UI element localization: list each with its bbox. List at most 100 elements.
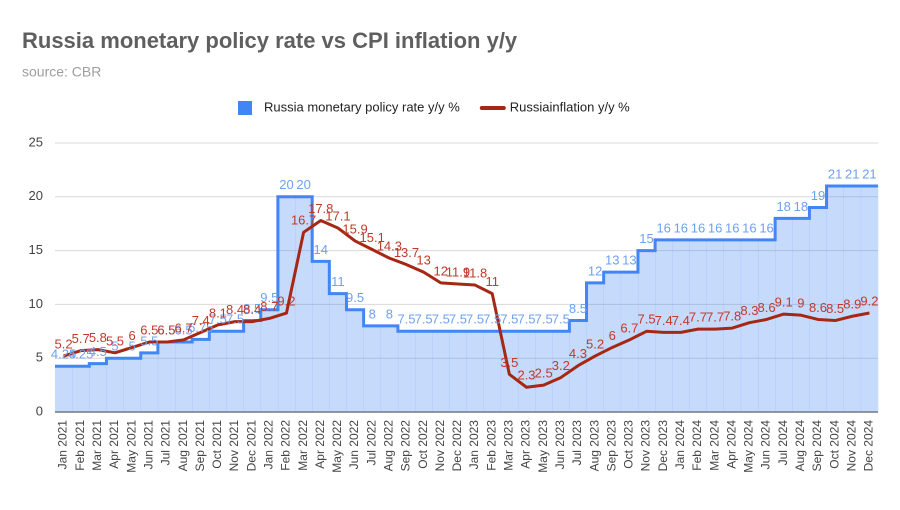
x-tick-label: May 2024 [742, 420, 756, 473]
data-label: 11 [331, 274, 345, 289]
x-tick-label: Dec 2024 [862, 420, 876, 472]
data-label: 6.7 [620, 320, 638, 335]
rate-step [157, 342, 176, 412]
legend-label: Russia monetary policy rate y/y % [264, 99, 460, 114]
data-label: 13 [416, 253, 430, 268]
x-tick-label: Jan 2022 [261, 420, 275, 470]
rate-step [363, 325, 382, 412]
x-tick-label: Apr 2022 [313, 420, 327, 469]
data-label: 7.5 [415, 312, 433, 327]
data-label: 7.5 [449, 312, 467, 327]
data-label: 16 [708, 220, 722, 235]
rate-area [55, 184, 879, 412]
rate-step [277, 196, 296, 412]
data-label: 5.2 [586, 336, 604, 351]
x-tick-label: Jul 2023 [570, 420, 584, 466]
data-label: 9.2 [860, 293, 878, 308]
rate-step [689, 239, 707, 412]
y-tick-label: 15 [29, 242, 43, 257]
inflation-line [63, 218, 870, 389]
x-tick-label: Sep 2023 [604, 420, 618, 472]
x-tick-label: Feb 2024 [690, 420, 704, 471]
data-label: 9.1 [775, 295, 793, 310]
y-tick-label: 20 [29, 188, 43, 203]
rate-step [243, 320, 262, 412]
data-label: 5.8 [89, 330, 107, 345]
rate-step [260, 309, 279, 412]
data-label: 16.7 [291, 213, 316, 228]
x-tick-label: Jun 2024 [759, 420, 773, 470]
rate-step [757, 239, 776, 412]
x-tick-label: Oct 2024 [827, 420, 841, 469]
data-label: 20 [279, 177, 293, 192]
x-tick-label: Jan 2024 [673, 420, 687, 470]
data-label: 17.8 [308, 201, 333, 216]
rate-outline [55, 184, 878, 368]
x-tick-label: Aug 2022 [382, 420, 396, 472]
data-label: 5 [111, 339, 118, 354]
x-tick-label: Aug 2024 [793, 420, 807, 472]
data-label: 9.2 [277, 293, 295, 308]
x-tick-label: Mar 2022 [296, 420, 310, 471]
x-tick-label: Oct 2023 [622, 420, 636, 469]
data-label: 6.5 [157, 322, 175, 337]
rate-step [432, 331, 450, 412]
rate-step [72, 366, 90, 412]
x-tick-label: Nov 2024 [844, 420, 858, 472]
data-label: 8.9 [843, 297, 861, 312]
data-label: 8.5 [243, 301, 261, 316]
y-tick-label: 5 [36, 350, 43, 365]
x-tick-label: Jun 2023 [553, 420, 567, 470]
data-label: 8.5 [569, 301, 587, 316]
data-label: 19 [811, 188, 825, 203]
x-tick-label: Mar 2023 [502, 420, 516, 471]
x-tick-label: Jul 2021 [159, 420, 173, 466]
data-label: 7.5 [637, 312, 655, 327]
data-label: 8.5 [826, 301, 844, 316]
data-label: 16 [691, 220, 705, 235]
y-tick-label: 0 [36, 403, 43, 418]
data-label: 7.8 [723, 309, 741, 324]
rate-step [329, 293, 347, 412]
data-label: 9.5 [260, 290, 278, 305]
rate-step [740, 239, 759, 412]
rate-step [123, 358, 142, 412]
legend-label: Russiainflation y/y % [510, 99, 630, 114]
x-tick-label: Aug 2023 [587, 420, 601, 472]
x-tick-label: Oct 2021 [210, 420, 224, 469]
data-label: 16 [759, 220, 773, 235]
data-label: 7.4 [655, 313, 673, 328]
rate-step [89, 363, 107, 412]
data-label: 8.7 [260, 299, 278, 314]
x-tick-label: Jan 2023 [467, 420, 481, 470]
data-label: 16 [725, 220, 739, 235]
data-label: 11.8 [463, 265, 487, 280]
rate-step [706, 239, 724, 412]
rate-step [312, 261, 330, 412]
data-label: 4.5 [89, 344, 107, 359]
data-label: 11.9 [446, 264, 470, 279]
data-label: 12 [434, 263, 448, 278]
data-label: 21 [828, 166, 842, 181]
rate-step [192, 339, 210, 412]
rate-step [449, 331, 467, 412]
rate-step [380, 325, 399, 412]
data-label: 4.3 [569, 346, 587, 361]
data-label: 21 [845, 166, 859, 181]
rate-step [672, 239, 690, 412]
x-tick-label: May 2023 [536, 420, 550, 473]
x-tick-label: Sep 2021 [193, 420, 207, 472]
x-tick-label: Feb 2023 [484, 420, 498, 471]
rate-step [397, 331, 416, 412]
x-tick-label: Jun 2021 [141, 420, 155, 470]
data-label: 5.5 [106, 333, 124, 348]
rate-step [809, 207, 827, 412]
data-label: 6.5 [157, 322, 175, 337]
rate-step [346, 309, 364, 412]
rate-step [620, 272, 639, 412]
x-tick-label: Nov 2022 [433, 420, 447, 472]
data-label: 7.7 [689, 310, 707, 325]
rate-step [552, 331, 570, 412]
data-label: 7.5 [483, 312, 501, 327]
